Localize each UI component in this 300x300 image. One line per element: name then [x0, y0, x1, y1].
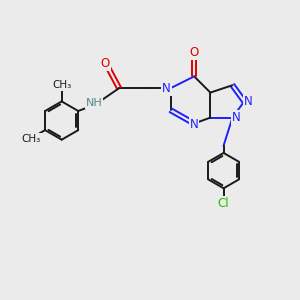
Text: Cl: Cl	[218, 197, 230, 210]
Text: CH₃: CH₃	[52, 80, 71, 90]
Text: O: O	[100, 57, 110, 70]
Text: N: N	[232, 111, 241, 124]
Text: NH: NH	[86, 98, 102, 108]
Text: O: O	[190, 46, 199, 59]
Text: N: N	[244, 95, 253, 108]
Text: N: N	[190, 118, 199, 130]
Text: N: N	[162, 82, 171, 95]
Text: CH₃: CH₃	[22, 134, 41, 144]
